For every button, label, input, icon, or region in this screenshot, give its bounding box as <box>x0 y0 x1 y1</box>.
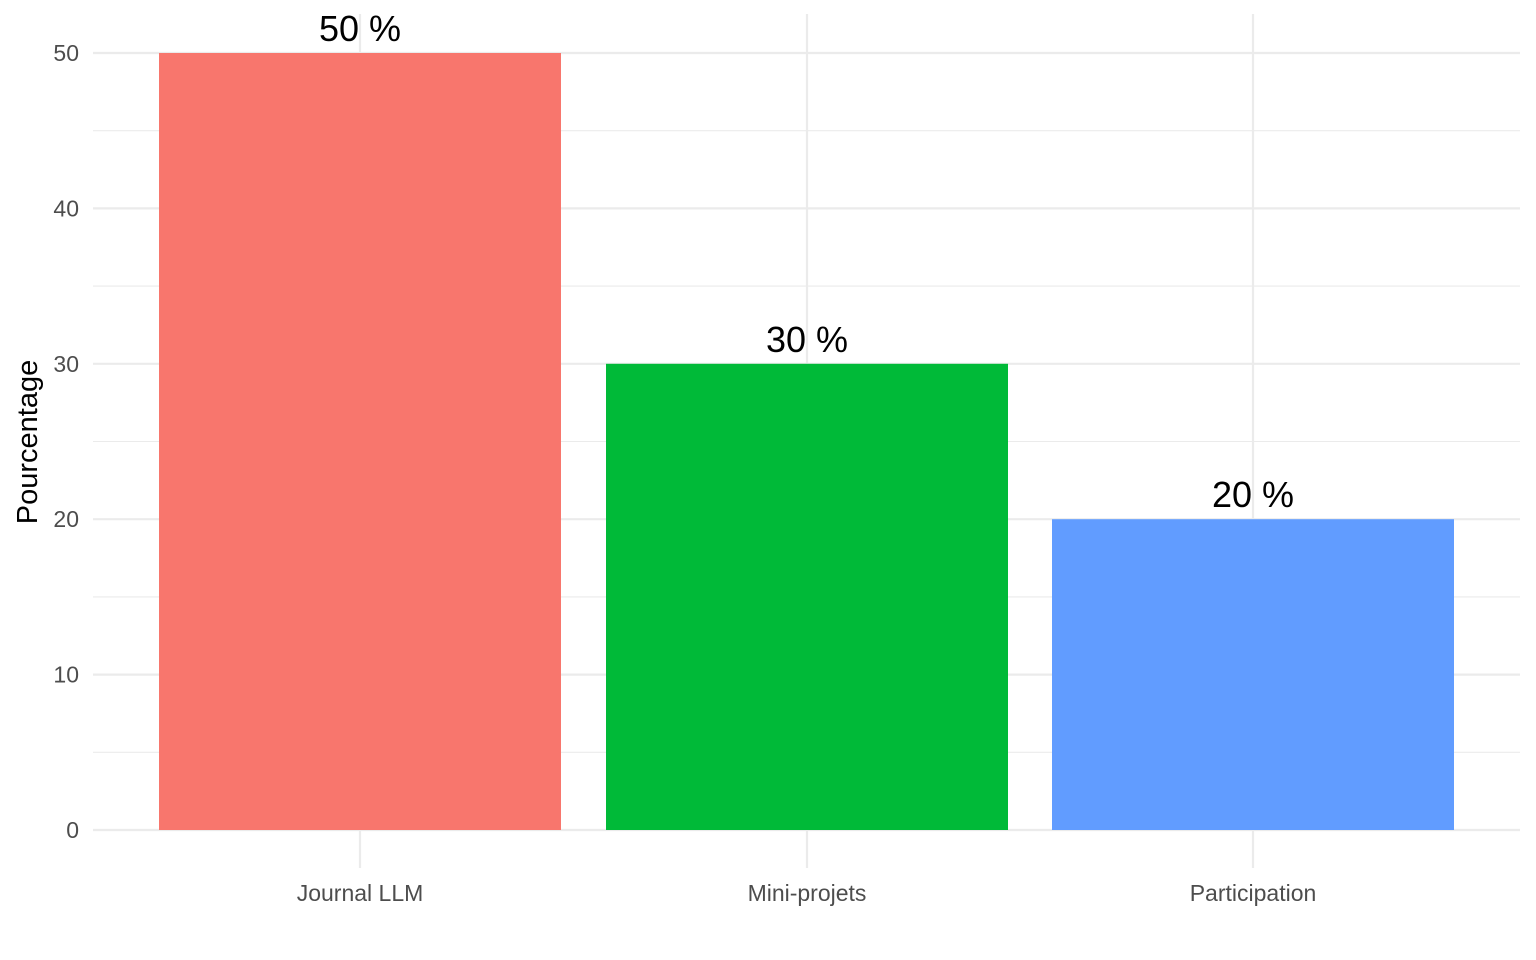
y-tick-label: 10 <box>53 662 79 688</box>
bar-value-label: 20 % <box>1212 474 1294 515</box>
y-tick-label: 40 <box>53 195 79 221</box>
y-axis-ticks: 0 10 20 30 40 50 <box>53 40 79 843</box>
y-tick-label: 20 <box>53 506 79 532</box>
y-axis-title: Pourcentage <box>12 360 44 524</box>
data-labels: 50 % 30 % 20 % <box>319 8 1294 515</box>
x-tick-label: Journal LLM <box>297 880 424 906</box>
bar-value-label: 50 % <box>319 8 401 49</box>
bar-value-label: 30 % <box>766 319 848 360</box>
y-tick-label: 50 <box>53 40 79 66</box>
x-tick-label: Mini-projets <box>748 880 867 906</box>
x-axis-ticks: Journal LLM Mini-projets Participation <box>297 880 1317 906</box>
y-tick-label: 0 <box>66 817 79 843</box>
bars <box>159 53 1454 830</box>
x-tick-label: Participation <box>1190 880 1317 906</box>
y-tick-label: 30 <box>53 351 79 377</box>
bar <box>606 363 1008 830</box>
bar <box>1052 519 1454 830</box>
bar <box>159 53 561 830</box>
